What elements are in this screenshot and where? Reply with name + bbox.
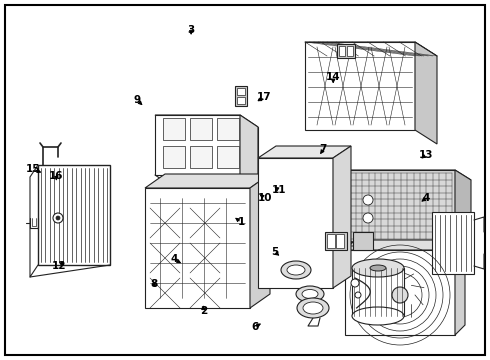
Circle shape <box>355 292 361 298</box>
Polygon shape <box>345 240 455 250</box>
Ellipse shape <box>370 265 386 271</box>
Ellipse shape <box>352 259 404 277</box>
Bar <box>163 118 185 140</box>
Bar <box>237 88 245 95</box>
Circle shape <box>363 213 373 223</box>
Text: 11: 11 <box>272 185 287 195</box>
Text: 17: 17 <box>257 92 272 102</box>
Text: 16: 16 <box>49 171 64 181</box>
Bar <box>217 146 239 168</box>
Text: 1: 1 <box>238 217 245 228</box>
Ellipse shape <box>433 239 463 277</box>
Polygon shape <box>340 170 471 180</box>
Text: 3: 3 <box>188 24 195 35</box>
Polygon shape <box>415 42 437 144</box>
Circle shape <box>53 213 63 223</box>
Polygon shape <box>305 42 437 56</box>
Circle shape <box>56 216 60 220</box>
Bar <box>325 232 347 250</box>
Text: 2: 2 <box>200 306 207 316</box>
Circle shape <box>392 287 408 303</box>
Circle shape <box>363 195 373 205</box>
Bar <box>339 46 345 56</box>
Text: 10: 10 <box>257 193 272 203</box>
Text: 4: 4 <box>422 193 430 203</box>
Text: 4: 4 <box>170 254 178 264</box>
Polygon shape <box>340 170 455 242</box>
Polygon shape <box>155 115 258 127</box>
Text: 9: 9 <box>134 95 141 105</box>
Bar <box>347 46 353 56</box>
Ellipse shape <box>352 307 404 325</box>
Polygon shape <box>240 115 258 187</box>
Text: 7: 7 <box>319 144 327 154</box>
Polygon shape <box>250 174 270 308</box>
Text: 8: 8 <box>151 279 158 289</box>
Bar <box>217 118 239 140</box>
Ellipse shape <box>296 286 324 302</box>
Polygon shape <box>258 146 351 158</box>
Bar <box>432 212 474 274</box>
Polygon shape <box>145 174 270 188</box>
Circle shape <box>351 279 359 287</box>
Ellipse shape <box>348 185 388 235</box>
Text: 13: 13 <box>419 150 434 160</box>
Ellipse shape <box>428 233 468 283</box>
Text: 12: 12 <box>51 261 66 271</box>
Polygon shape <box>155 115 240 175</box>
Text: 6: 6 <box>251 322 258 332</box>
Polygon shape <box>258 158 333 288</box>
Ellipse shape <box>302 289 318 298</box>
Bar <box>353 232 373 250</box>
Bar <box>237 97 245 104</box>
Ellipse shape <box>303 302 323 314</box>
Polygon shape <box>455 170 471 252</box>
Text: 15: 15 <box>25 164 40 174</box>
Ellipse shape <box>287 265 305 275</box>
Bar <box>235 86 247 106</box>
Bar <box>190 118 212 140</box>
Polygon shape <box>455 240 465 335</box>
Ellipse shape <box>342 179 394 241</box>
Ellipse shape <box>281 261 311 279</box>
Bar <box>38 165 110 265</box>
Bar <box>190 146 212 168</box>
Text: 14: 14 <box>326 72 341 82</box>
Bar <box>337 44 355 58</box>
Bar <box>352 268 404 316</box>
Ellipse shape <box>297 298 329 318</box>
Bar <box>163 146 185 168</box>
Polygon shape <box>145 188 250 308</box>
Text: 5: 5 <box>271 247 278 257</box>
Bar <box>327 234 335 248</box>
Bar <box>336 234 344 248</box>
Polygon shape <box>333 146 351 288</box>
Polygon shape <box>305 42 415 130</box>
Polygon shape <box>345 250 455 335</box>
